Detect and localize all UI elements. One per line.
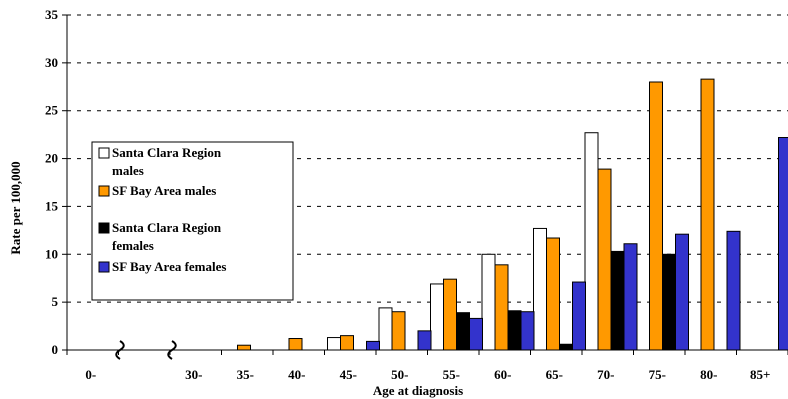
y-tick-label: 15 bbox=[45, 198, 59, 213]
y-tick-label: 30 bbox=[45, 55, 58, 70]
bar bbox=[327, 337, 341, 351]
bar bbox=[391, 311, 406, 351]
legend-swatch bbox=[98, 185, 110, 197]
axes bbox=[62, 14, 788, 360]
x-tick-label: 85+ bbox=[750, 367, 770, 382]
x-tick-label: 70- bbox=[597, 367, 614, 382]
bar bbox=[597, 168, 612, 351]
bar bbox=[469, 317, 483, 351]
legend-label: Santa Clara Region females bbox=[112, 220, 222, 253]
bar bbox=[700, 78, 715, 351]
y-tick-label: 25 bbox=[45, 103, 59, 118]
legend: Santa Clara Region males SF Bay Area males… bbox=[91, 141, 294, 301]
bar bbox=[456, 312, 470, 351]
x-tick-label: 55- bbox=[443, 367, 460, 382]
y-tick-label: 10 bbox=[45, 246, 58, 261]
bar bbox=[481, 253, 496, 351]
x-tick-label: 35- bbox=[237, 367, 254, 382]
bar bbox=[649, 81, 663, 351]
axis-break-marker bbox=[167, 340, 177, 360]
bars bbox=[237, 78, 788, 351]
bar bbox=[443, 278, 457, 351]
bar bbox=[288, 338, 303, 351]
bar bbox=[237, 344, 251, 351]
x-axis-title: Age at diagnosis bbox=[373, 383, 463, 398]
bar bbox=[675, 233, 689, 351]
bar bbox=[366, 340, 380, 351]
bar bbox=[340, 335, 354, 351]
y-tick-label: 20 bbox=[45, 151, 58, 166]
bar bbox=[507, 310, 522, 351]
x-tick-label: 30- bbox=[185, 367, 202, 382]
bar bbox=[520, 311, 535, 351]
axis-break-marker bbox=[115, 340, 125, 360]
bar bbox=[610, 250, 625, 351]
x-tick-label: 60- bbox=[494, 367, 511, 382]
bar bbox=[533, 227, 547, 351]
bar bbox=[662, 253, 676, 351]
tick-labels: 0 5 10 15 20 25 30 35 0- 30- 35- 40- 45- 50- 55- 60- 65-… bbox=[45, 7, 770, 382]
x-tick-label: 75- bbox=[649, 367, 666, 382]
x-tick-label: 80- bbox=[700, 367, 717, 382]
bar bbox=[378, 307, 393, 351]
legend-label: SF Bay Area females bbox=[112, 259, 226, 274]
x-tick-label: 40- bbox=[288, 367, 305, 382]
y-axis-title: Rate per 100,000 bbox=[8, 161, 23, 254]
legend-swatch bbox=[98, 261, 110, 273]
legend-label: SF Bay Area males bbox=[112, 183, 216, 198]
bar bbox=[623, 243, 638, 351]
bar bbox=[417, 330, 432, 351]
legend-box bbox=[91, 141, 294, 301]
legend-label: Santa Clara Region males bbox=[112, 145, 222, 178]
x-tick-label: 0- bbox=[85, 367, 96, 382]
bar bbox=[584, 132, 599, 351]
bar bbox=[430, 283, 444, 351]
x-tick-label: 45- bbox=[340, 367, 357, 382]
bar bbox=[726, 230, 741, 351]
bar bbox=[546, 237, 560, 351]
bar bbox=[778, 137, 788, 351]
bar bbox=[494, 264, 509, 351]
x-tick-label: 65- bbox=[546, 367, 563, 382]
y-tick-label: 0 bbox=[52, 342, 59, 357]
bar bbox=[572, 281, 586, 351]
y-tick-label: 5 bbox=[52, 294, 59, 309]
bar bbox=[559, 343, 573, 351]
legend-swatch bbox=[98, 147, 110, 159]
legend-swatch bbox=[98, 222, 110, 234]
x-tick-label: 50- bbox=[391, 367, 408, 382]
y-tick-label: 35 bbox=[45, 7, 59, 22]
